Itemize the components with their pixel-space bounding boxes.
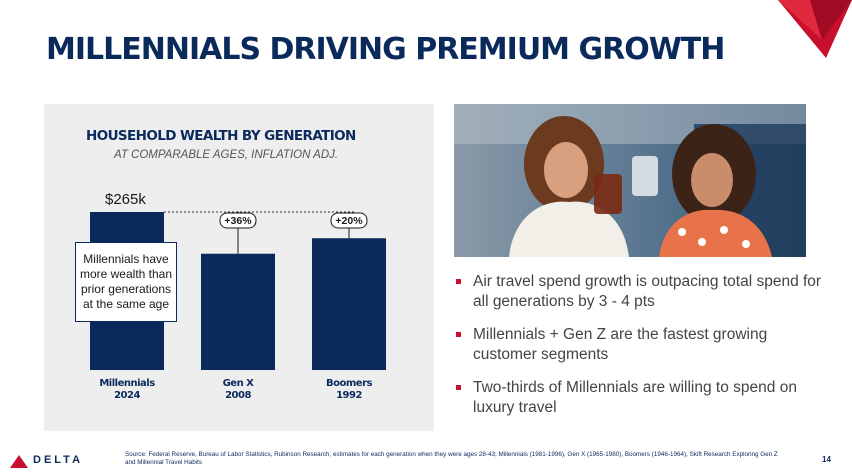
page-title: MILLENNIALS DRIVING PREMIUM GROWTH <box>46 32 725 67</box>
bullet-text: Air travel spend growth is outpacing tot… <box>473 273 822 310</box>
x-tick-label: Millennials <box>99 378 155 389</box>
delta-widget-logo-icon <box>778 0 852 58</box>
comparison-badge <box>219 212 257 229</box>
delta-triangle-icon <box>10 455 28 468</box>
bullet-square-icon <box>456 279 461 284</box>
chart-subtitle: AT COMPARABLE AGES, INFLATION ADJ. <box>114 149 339 161</box>
bullet-item: Two-thirds of Millennials are willing to… <box>454 378 824 418</box>
comparison-badge <box>330 212 368 229</box>
x-tick-label: Boomers <box>326 378 372 389</box>
photo-two-women-toasting-drinks-icon <box>454 104 806 257</box>
bullet-square-icon <box>456 385 461 390</box>
bullet-list: Air travel spend growth is outpacing tot… <box>454 272 824 431</box>
source-note: Source: Federal Reserve, Bureau of Labor… <box>125 451 778 467</box>
chart-title: HOUSEHOLD WEALTH BY GENERATION <box>86 128 356 144</box>
x-tick-year: 1992 <box>336 390 362 401</box>
delta-brand-text: DELTA <box>33 454 84 466</box>
bullet-text: Millennials + Gen Z are the fastest grow… <box>473 326 768 363</box>
comparison-badge-text: +20% <box>335 215 363 227</box>
bullet-square-icon <box>456 332 461 337</box>
chart-callout: Millennials have more wealth than prior … <box>75 242 177 322</box>
bar-gen-x <box>201 253 275 370</box>
x-tick-label: Gen X <box>223 378 255 389</box>
comparison-badge-text: +36% <box>224 215 252 227</box>
x-tick-year: 2024 <box>114 390 140 401</box>
bullet-item: Millennials + Gen Z are the fastest grow… <box>454 325 824 365</box>
data-label: $265k <box>105 191 146 208</box>
bullet-item: Air travel spend growth is outpacing tot… <box>454 272 824 312</box>
x-tick-year: 2008 <box>225 390 251 401</box>
bar-boomers <box>312 238 386 370</box>
page-number: 14 <box>822 455 831 464</box>
bullet-text: Two-thirds of Millennials are willing to… <box>473 379 797 416</box>
